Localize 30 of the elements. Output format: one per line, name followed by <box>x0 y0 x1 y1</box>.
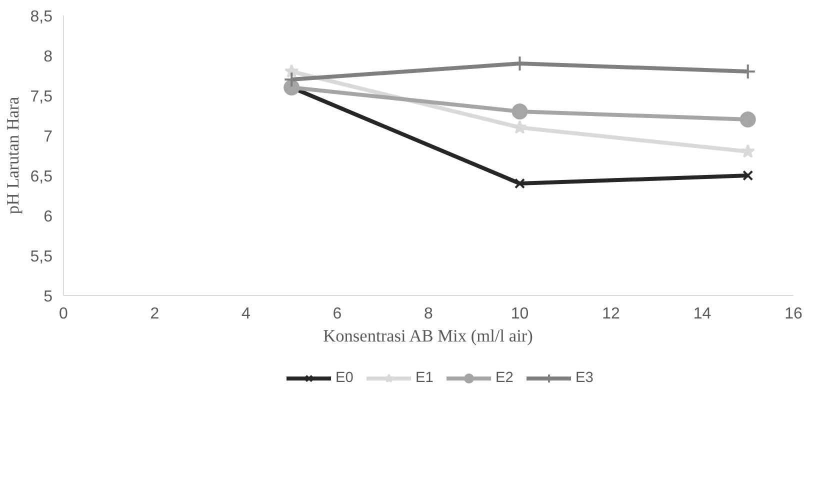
y-axis-title: pH Larutan Hara <box>3 96 22 214</box>
point <box>740 112 756 128</box>
y-tick-label: 7 <box>44 128 53 146</box>
y-tick-label: 8 <box>44 48 53 66</box>
y-tick-label: 7,5 <box>30 88 53 106</box>
x-tick-label: 10 <box>510 306 529 322</box>
y-tick-label: 6 <box>44 208 53 226</box>
legend-label: E2 <box>496 370 514 386</box>
legend-label: E1 <box>416 370 434 386</box>
x-tick-label: 2 <box>150 306 160 322</box>
legend-label: E0 <box>336 370 354 386</box>
point <box>512 104 528 120</box>
x-tick-label: 6 <box>332 306 342 322</box>
legend-label: E3 <box>576 370 594 386</box>
x-tick-label: 14 <box>693 306 712 322</box>
x-axis-title: Konsentrasi AB Mix (ml/l air) <box>323 326 534 346</box>
x-tick-label: 8 <box>424 306 434 322</box>
x-tick-label: 16 <box>784 306 802 322</box>
point <box>742 170 754 181</box>
point <box>514 178 525 189</box>
x-tick-label: 12 <box>602 306 620 322</box>
x-tick-label: 4 <box>242 306 251 322</box>
y-tick-label: 6,5 <box>30 168 53 186</box>
point <box>740 144 756 158</box>
y-tick-label: 5,5 <box>30 248 53 266</box>
point <box>284 64 299 78</box>
x-tick-label: 0 <box>59 306 68 322</box>
point <box>284 80 300 96</box>
y-tick-label: 5 <box>44 288 53 306</box>
y-tick-label: 8,5 <box>30 8 53 26</box>
